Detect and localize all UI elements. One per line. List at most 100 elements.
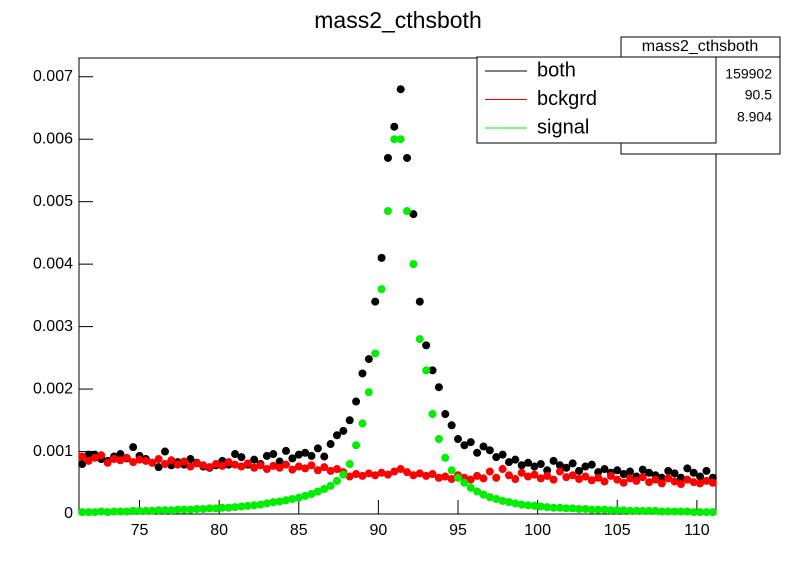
y-tick-label: 0.006 [33,130,73,147]
point [581,462,590,471]
point [549,456,558,465]
point [568,459,577,468]
point [167,456,176,465]
point [237,453,246,462]
point [562,504,571,513]
point [511,475,520,484]
point [543,471,552,480]
point [434,473,443,482]
point [320,452,329,461]
point [313,487,322,496]
point [307,490,316,499]
point [696,479,705,488]
point [211,504,220,513]
point [154,455,163,464]
point [282,460,291,469]
point [262,465,271,474]
point [250,501,259,510]
point [358,471,367,480]
point [409,471,418,480]
point [606,471,615,480]
point [708,508,717,517]
series [78,451,717,489]
point [504,498,513,507]
point [282,446,291,455]
point [600,477,609,486]
point [243,501,252,510]
point [148,506,157,515]
point [415,335,424,344]
point [492,453,501,462]
point [594,468,603,477]
point [581,505,590,514]
point [84,450,93,459]
point [320,463,329,472]
point [492,473,501,482]
point [409,210,418,219]
point [269,450,278,459]
point [613,506,622,515]
point [160,506,169,515]
point [377,253,386,262]
point [173,460,182,469]
point [645,468,654,477]
point [670,507,679,516]
point [434,383,443,392]
point [479,442,488,451]
point [676,480,685,489]
point [524,501,533,510]
point [332,465,341,474]
point [683,475,692,484]
point [702,508,711,517]
point [562,473,571,482]
point [78,508,87,517]
point [218,461,227,470]
point [498,450,507,459]
point [275,457,284,466]
point [689,468,698,477]
stats-value: 90.5 [745,87,772,103]
point [141,456,150,465]
y-tick-label: 0.003 [33,318,73,335]
point [154,506,163,515]
point [530,462,539,471]
point [485,467,494,476]
point [466,475,475,484]
point [110,455,119,464]
point [186,462,195,471]
point [511,499,520,508]
point [581,472,590,481]
point [575,475,584,484]
point [237,502,246,511]
point [396,85,405,94]
point [657,507,666,516]
point [110,507,119,516]
point [702,466,711,475]
point [294,450,303,459]
point [498,465,507,474]
y-tick-label: 0 [64,505,73,522]
point [479,474,488,483]
x-tick-label: 75 [131,522,149,539]
x-tick-label: 105 [604,522,631,539]
point [683,464,692,473]
point [250,463,259,472]
point [422,341,431,350]
point [517,500,526,509]
point [409,260,418,269]
point [192,459,201,468]
x-tick-label: 85 [290,522,308,539]
point [122,453,131,462]
point [536,460,545,469]
point [473,471,482,480]
point [670,469,679,478]
point [428,410,437,419]
plot-frame [78,57,717,515]
stats-title: mass2_cthsboth [642,38,759,55]
point [587,460,596,469]
point [288,454,297,463]
point [676,507,685,516]
point [390,135,399,144]
point [485,446,494,455]
